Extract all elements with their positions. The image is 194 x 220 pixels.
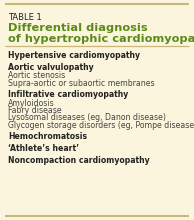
Text: Hypertensive cardiomyopathy: Hypertensive cardiomyopathy xyxy=(8,51,140,60)
Text: Aortic stenosis: Aortic stenosis xyxy=(8,72,65,81)
Text: Noncompaction cardiomyopathy: Noncompaction cardiomyopathy xyxy=(8,156,150,165)
Text: TABLE 1: TABLE 1 xyxy=(8,13,42,22)
Text: Supra-aortic or subaortic membranes: Supra-aortic or subaortic membranes xyxy=(8,79,155,88)
Text: Differential diagnosis: Differential diagnosis xyxy=(8,23,148,33)
Text: Lysosomal diseases (eg, Danon disease): Lysosomal diseases (eg, Danon disease) xyxy=(8,114,166,123)
Text: Amyloidosis: Amyloidosis xyxy=(8,99,55,108)
Text: Infiltrative cardiomyopathy: Infiltrative cardiomyopathy xyxy=(8,90,128,99)
Text: Fabry disease: Fabry disease xyxy=(8,106,62,115)
Text: ‘Athlete’s heart’: ‘Athlete’s heart’ xyxy=(8,144,79,153)
Text: Glycogen storage disorders (eg, Pompe disease): Glycogen storage disorders (eg, Pompe di… xyxy=(8,121,194,130)
Text: Aortic valvulopathy: Aortic valvulopathy xyxy=(8,63,94,72)
Text: Hemochromatosis: Hemochromatosis xyxy=(8,132,87,141)
Text: of hypertrophic cardiomyopathy: of hypertrophic cardiomyopathy xyxy=(8,34,194,44)
